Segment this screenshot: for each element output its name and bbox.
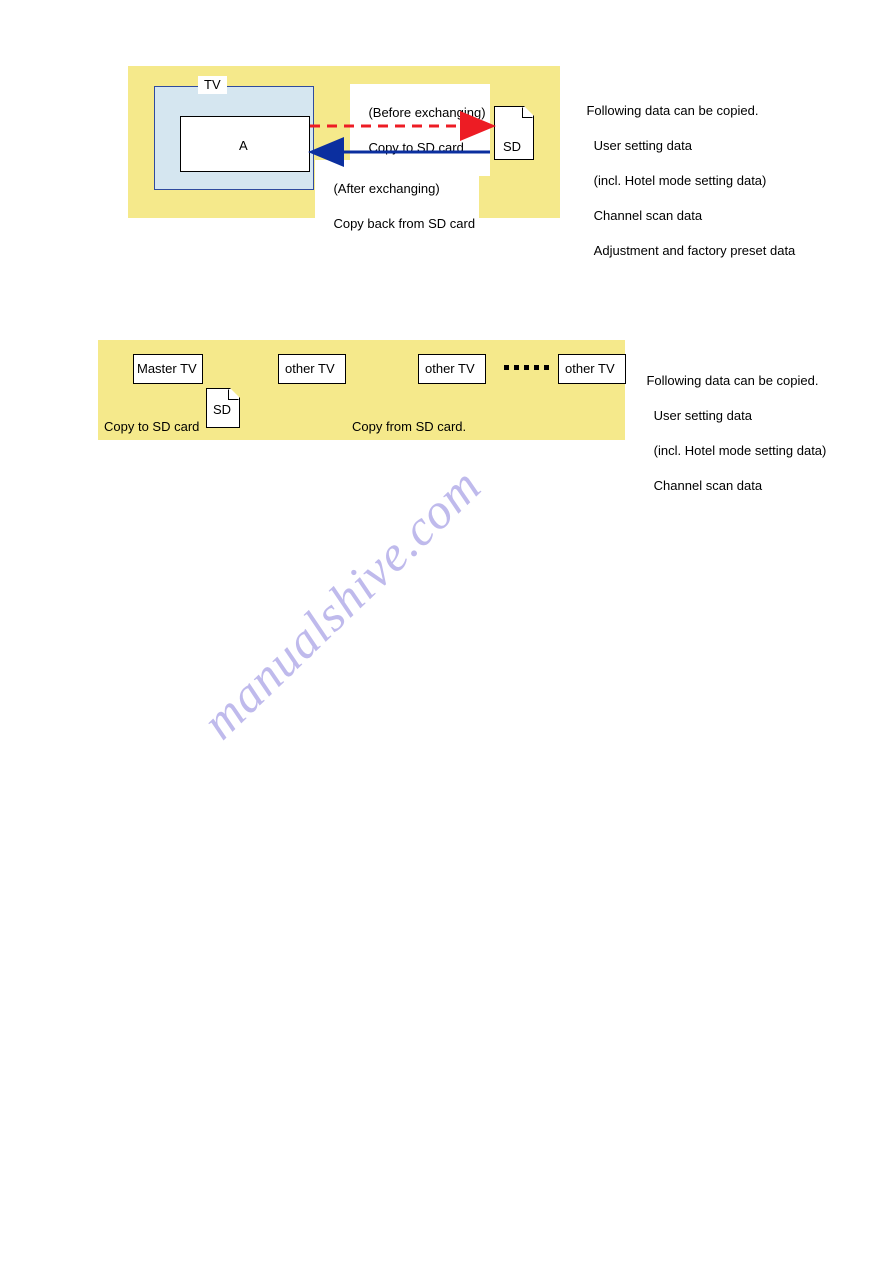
diagram-2-master-label: Master TV [137, 360, 197, 378]
diagram-1-legend-item-0: User setting data [594, 138, 692, 153]
diagram-2-legend-title: Following data can be copied. [646, 373, 818, 388]
diagram-2-sd-label: SD [213, 401, 231, 419]
diagram-2-ellipsis-dot [524, 365, 529, 370]
diagram-2-other-label-2: other TV [565, 360, 615, 378]
diagram-2-other-label-0: other TV [285, 360, 335, 378]
diagram-2-legend-item-0: User setting data [654, 408, 752, 423]
diagram-1-legend-item-2: Channel scan data [594, 208, 702, 223]
diagram-2-ellipsis-dot [534, 365, 539, 370]
diagram-1-legend-item-3: Adjustment and factory preset data [594, 243, 796, 258]
diagram-2-copy-from-label: Copy from SD card. [352, 418, 466, 436]
diagram-2-copy-to-label: Copy to SD card [104, 418, 199, 436]
diagram-1-legend-title: Following data can be copied. [586, 103, 758, 118]
diagram-2-ellipsis-dot [504, 365, 509, 370]
diagram-2-ellipsis-dot [544, 365, 549, 370]
page: manualshive.com TV A SD (Before exchangi… [0, 0, 893, 1263]
diagram-1-legend-item-1: (incl. Hotel mode setting data) [594, 173, 767, 188]
diagram-2-other-label-1: other TV [425, 360, 475, 378]
diagram-2-legend-item-1: (incl. Hotel mode setting data) [654, 443, 827, 458]
diagram-2-ellipsis-dot [514, 365, 519, 370]
diagram-1-legend: Following data can be copied. User setti… [572, 84, 795, 277]
diagram-2-legend-item-2: Channel scan data [654, 478, 762, 493]
diagram-2-legend: Following data can be copied. User setti… [632, 354, 826, 512]
